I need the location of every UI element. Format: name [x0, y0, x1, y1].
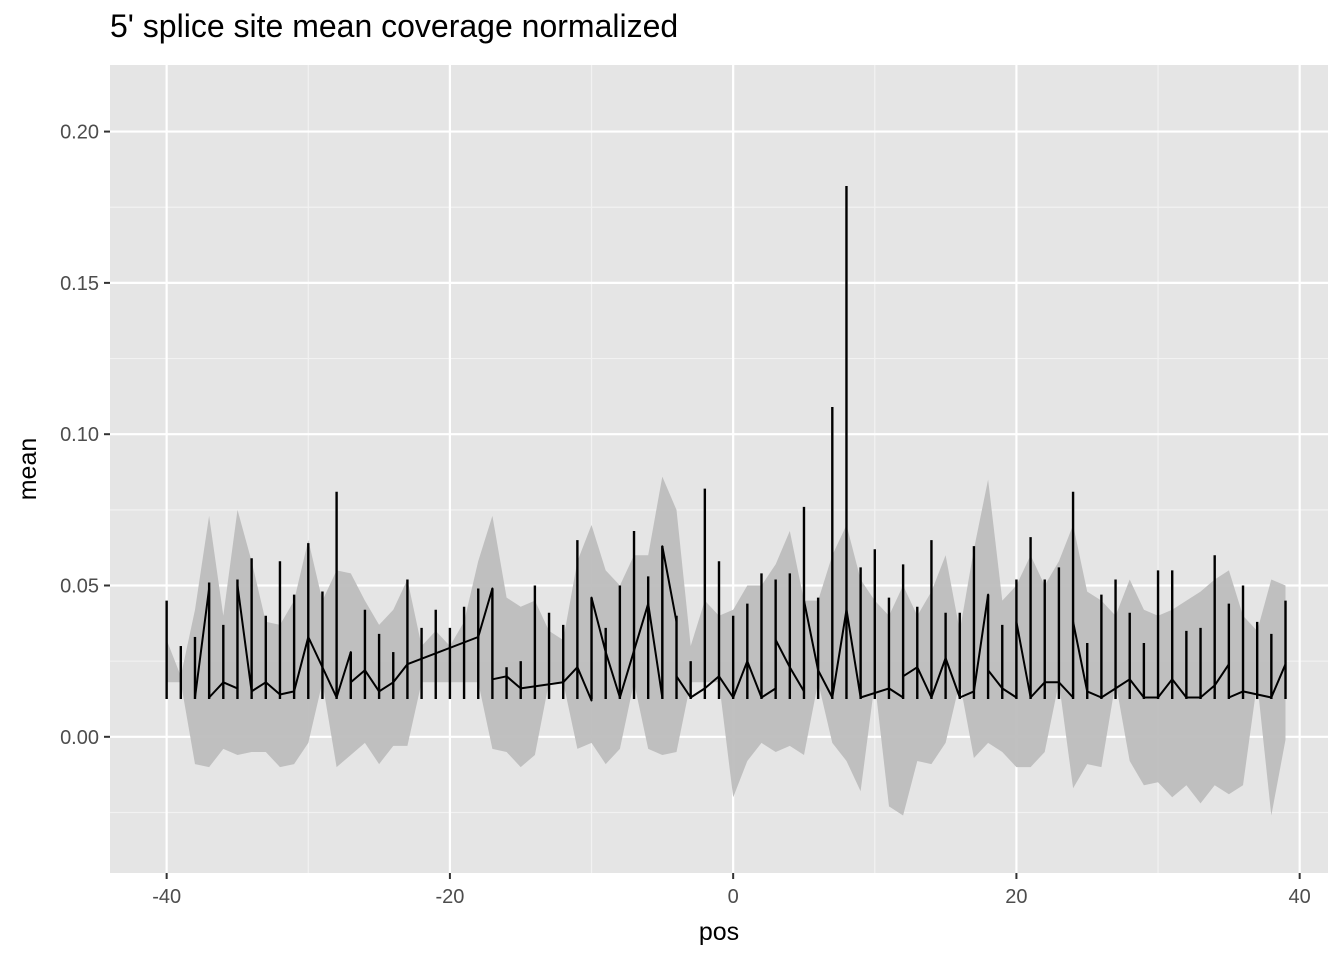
spike-layer	[165, 186, 1287, 699]
x-tick-label: -40	[152, 886, 181, 908]
confidence-ribbon	[166, 476, 1286, 816]
y-tick-label: 0.00	[60, 727, 99, 749]
plot-panel	[110, 65, 1328, 873]
mean-line-layer	[194, 545, 1287, 702]
y-tick-label: 0.05	[60, 576, 99, 598]
x-tick-label: 0	[728, 886, 739, 908]
y-axis-title: mean	[14, 438, 42, 501]
x-tick-label: 20	[1005, 886, 1027, 908]
y-tick-label: 0.15	[60, 273, 99, 295]
y-axis: 0.00 0.05 0.10 0.15 0.20	[60, 122, 110, 749]
chart-title: 5' splice site mean coverage normalized	[110, 8, 679, 44]
x-axis-title: pos	[699, 918, 739, 946]
mean-trace	[194, 545, 1287, 702]
x-axis: -40 -20 0 20 40	[152, 873, 1311, 908]
x-tick-label: 40	[1289, 886, 1311, 908]
ribbon-layer	[166, 476, 1286, 816]
y-tick-label: 0.10	[60, 424, 99, 446]
y-tick-label: 0.20	[60, 122, 99, 144]
x-tick-label: -20	[435, 886, 464, 908]
